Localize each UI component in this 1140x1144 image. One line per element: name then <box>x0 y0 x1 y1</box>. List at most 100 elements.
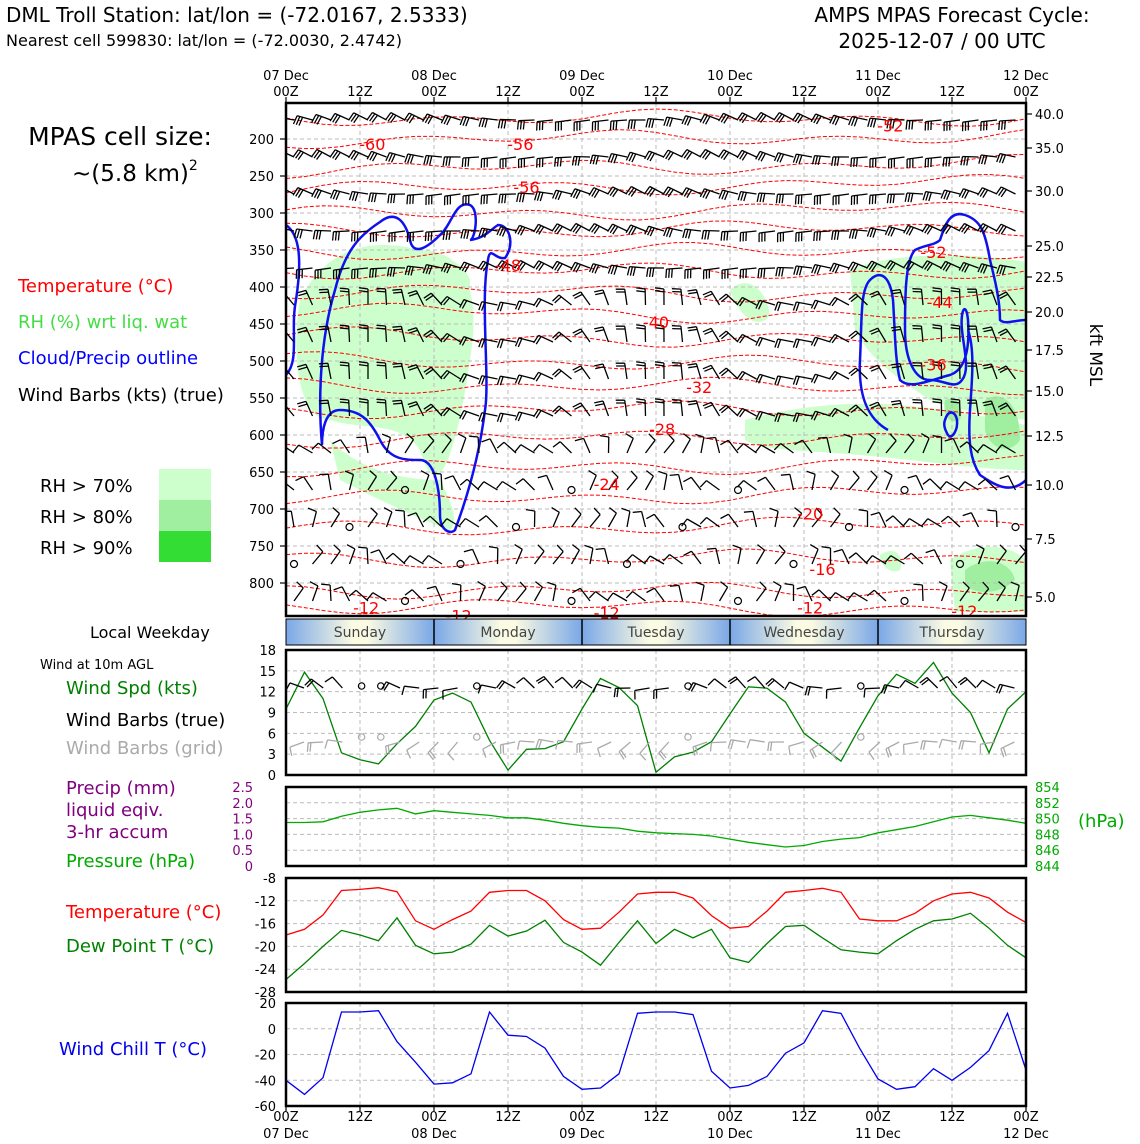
xs-wind-barb-204 <box>359 287 369 305</box>
sfc-barb-true-13 <box>535 675 555 689</box>
xs-wind-barb-496 <box>584 544 594 565</box>
bottom-hour-label-9: 12Z <box>939 1110 965 1125</box>
xs-wind-barb-342 <box>687 400 702 417</box>
xs-wind-barb-315 <box>932 361 943 380</box>
xs-wind-barb-130 <box>460 228 480 240</box>
pressure-ytick-850: 850 <box>1035 813 1060 828</box>
xs-wind-barb-92 <box>498 193 517 204</box>
xs-wind-barb-552 <box>866 589 887 602</box>
xs-wind-barb-13 <box>516 119 535 130</box>
sfc-barb-true-19 <box>653 687 669 700</box>
top-hour-label-0: 00Z <box>273 85 299 100</box>
sfc-barb-true-37 <box>995 683 1015 694</box>
xs-wind-barb-202 <box>318 288 332 306</box>
xs-wind-barb-200 <box>286 294 295 306</box>
xs-wind-barb-322 <box>318 399 332 417</box>
wind-10m-label: Wind at 10m AGL <box>40 658 154 673</box>
weekday-cell-sunday <box>286 619 434 645</box>
xs-wind-barb-453 <box>525 508 536 528</box>
xs-wind-barb-48 <box>423 154 443 165</box>
xs-wind-barb-364 <box>356 436 369 454</box>
precip-ytick-0.5: 0.5 <box>232 844 253 859</box>
weekday-cell-tuesday <box>582 619 730 645</box>
xs-wind-barb-512 <box>866 555 887 565</box>
xs-wind-barb-386 <box>755 444 776 454</box>
xs-wind-barb-449 <box>440 518 461 528</box>
xs-wind-barb-184 <box>721 267 739 280</box>
xs-wind-barb-316 <box>950 361 961 380</box>
xs-wind-barb-291 <box>478 375 498 385</box>
sfc-barb-grid-12 <box>516 740 535 750</box>
temp-contour-label-11: -28 <box>649 420 675 439</box>
xs-wind-barb-286 <box>392 362 406 380</box>
xs-wind-barb-72 <box>869 156 887 168</box>
sfc-barb-true-32 <box>899 679 919 689</box>
temp-contour-label-1: -52 <box>877 117 903 136</box>
xs-wind-barb-82 <box>311 188 332 199</box>
pressure-label-700: 700 <box>249 503 274 518</box>
xs-wind-barb-108 <box>794 193 813 205</box>
xs-wind-barb-465 <box>743 510 758 528</box>
xs-wind-barb-407 <box>420 470 430 491</box>
xs-wind-barb-442 <box>330 507 341 528</box>
xs-wind-barb-360 <box>286 446 295 454</box>
sfc-barb-true-21 <box>688 681 708 692</box>
bottom-day-label-6: 10 Dec <box>707 1127 753 1140</box>
local-weekday-label: Local Weekday <box>90 623 210 642</box>
xs-wind-barb-226 <box>755 299 776 310</box>
sfc-barb-grid-5 <box>384 741 401 756</box>
xs-wind-barb-18 <box>609 119 628 131</box>
xs-wind-barb-520 <box>293 581 304 602</box>
xs-wind-barb-402 <box>319 473 332 491</box>
kft-label-22.5: 22.5 <box>1035 271 1064 286</box>
temp-contour-label-8: -40 <box>643 313 669 332</box>
top-day-label-6: 10 Dec <box>707 69 753 84</box>
xs-wind-barb-269 <box>810 336 831 347</box>
sfc-barb-grid-2 <box>324 739 343 749</box>
xs-wind-barb-261 <box>671 325 684 343</box>
xs-wind-barb-3 <box>329 112 350 124</box>
xs-wind-barb-86 <box>387 193 406 204</box>
cloud-outline <box>286 203 1026 534</box>
xs-wind-barb-237 <box>967 288 980 306</box>
bottom-day-label-4: 09 Dec <box>559 1127 605 1140</box>
xs-wind-barb-558 <box>996 581 1006 602</box>
xs-wind-barb-232 <box>869 290 887 306</box>
xs-wind-barb-376 <box>574 437 591 454</box>
xs-wind-barb-95 <box>551 189 572 201</box>
xs-wind-barb-153 <box>884 225 905 237</box>
rh70-blob-3 <box>330 440 455 530</box>
forecast-title: AMPS MPAS Forecast Cycle: <box>814 3 1089 27</box>
windchill-line <box>285 1009 1027 1096</box>
pressure-unit-label: (hPa) <box>1078 811 1125 832</box>
xs-wind-barb-509 <box>821 546 832 564</box>
sfc-barb-true-7 <box>422 687 439 699</box>
xs-wind-barb-434 <box>907 474 924 491</box>
xs-wind-barb-300 <box>654 361 665 380</box>
xs-wind-barb-273 <box>891 325 906 343</box>
sfc-barb-true-30 <box>863 687 881 698</box>
xs-wind-barb-33 <box>886 118 905 129</box>
kft-label-20.0: 20.0 <box>1035 306 1064 321</box>
xs-wind-barb-555 <box>938 581 948 602</box>
xs-wind-barb-37 <box>961 119 979 132</box>
xs-wind-barb-366 <box>404 433 415 454</box>
weekday-cell-thursday <box>878 619 1026 645</box>
xs-wind-barb-280 <box>286 368 295 380</box>
pressure-label-250: 250 <box>249 170 274 185</box>
xs-wind-barb-278 <box>982 326 998 343</box>
xs-calm-544 <box>733 596 743 606</box>
xs-wind-barb-324 <box>359 398 369 416</box>
sfc-barb-true-23 <box>727 676 747 689</box>
xs-wind-barb-423 <box>699 480 720 491</box>
sfc-barb-grid-28 <box>830 741 843 761</box>
xs-wind-barb-143 <box>701 229 720 240</box>
xs-wind-barb-321 <box>297 400 314 417</box>
xs-wind-barb-438 <box>977 478 998 491</box>
sfc-barb-grid-16 <box>596 741 612 758</box>
xs-wind-barb-534 <box>547 581 557 602</box>
top-hour-label-7: 12Z <box>791 85 817 100</box>
xs-wind-barb-546 <box>772 581 782 602</box>
xs-wind-barb-91 <box>480 193 498 205</box>
